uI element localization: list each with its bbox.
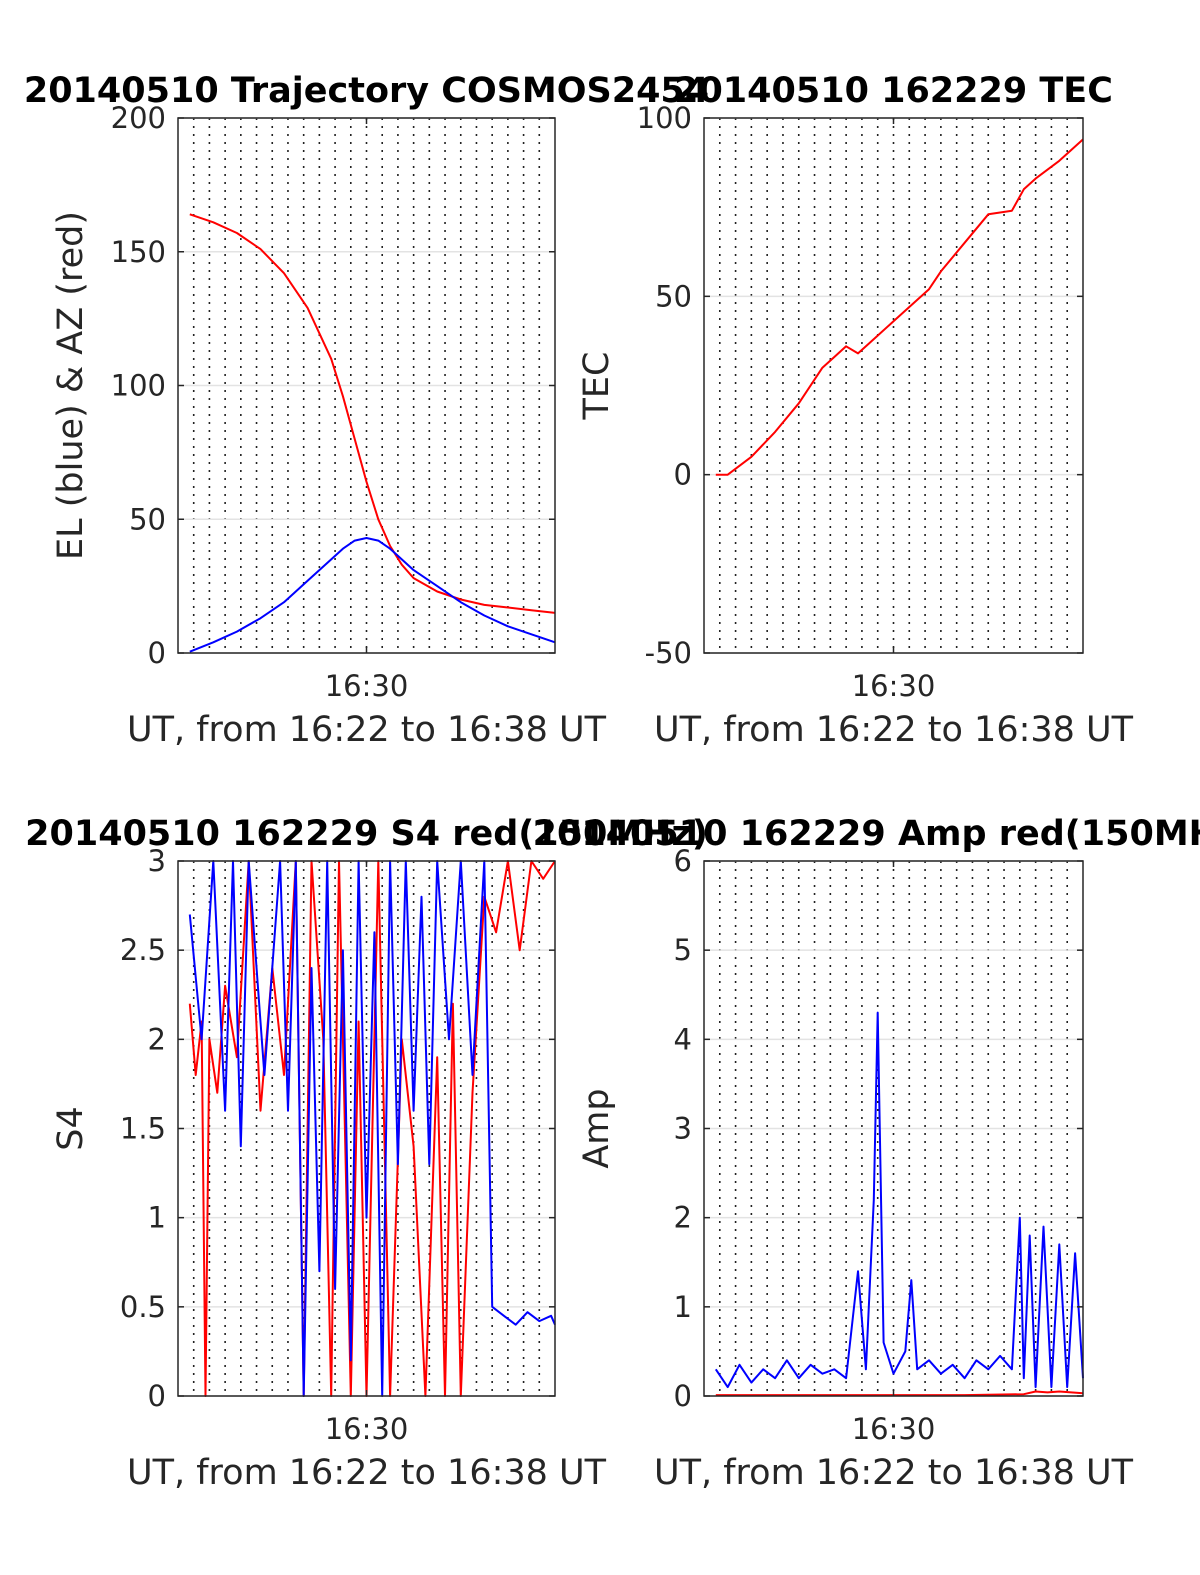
y-tick-label: 0 xyxy=(148,636,166,670)
y-tick-label: 150 xyxy=(111,235,166,269)
y-axis-label: TEC xyxy=(577,352,617,421)
y-tick-label: 100 xyxy=(637,101,692,135)
y-tick-label: 6 xyxy=(674,844,692,878)
y-tick-label: 3 xyxy=(674,1112,692,1146)
y-tick-label: 1.5 xyxy=(120,1112,166,1146)
y-tick-label: 2 xyxy=(674,1201,692,1235)
y-tick-label: 1 xyxy=(148,1201,166,1235)
series-0-1-line xyxy=(189,537,556,653)
chart-tec: -50 0 50 100 16:30 20140510 162229 TEC UT, fro… xyxy=(577,71,1134,750)
series-3-0-line xyxy=(715,1390,1084,1397)
vertical-grid xyxy=(192,118,541,653)
series-3-1-line xyxy=(714,1011,1084,1389)
series-1-0-line xyxy=(715,138,1084,476)
y-tick-label: 100 xyxy=(111,369,166,403)
y-tick-label: 5 xyxy=(674,933,692,967)
x-axis-label: UT, from 16:22 to 16:38 UT xyxy=(654,710,1134,750)
vertical-grid xyxy=(718,118,1069,653)
y-tick-label: 2.5 xyxy=(120,933,166,967)
y-tick-label: 50 xyxy=(129,502,166,536)
y-tick-label: 50 xyxy=(655,279,692,313)
y-tick-label: 2 xyxy=(148,1022,166,1056)
x-tick-label: 16:30 xyxy=(852,669,936,703)
chart-title: 20140510 Trajectory COSMOS2454 xyxy=(24,71,709,111)
series-0-0-line xyxy=(189,213,556,614)
x-axis-label: UT, from 16:22 to 16:38 UT xyxy=(127,710,607,750)
series-2-0-line xyxy=(188,860,556,1397)
y-axis-label: S4 xyxy=(51,1106,91,1151)
x-axis-label: UT, from 16:22 to 16:38 UT xyxy=(127,1453,607,1493)
y-tick-label: 0 xyxy=(148,1379,166,1413)
y-tick-label: 0.5 xyxy=(120,1290,166,1324)
x-tick-label: 16:30 xyxy=(852,1412,936,1446)
chart-s4: 0 0.5 1 1.5 2 2.5 3 16:30 20140510 162229 S4 red… xyxy=(25,814,708,1493)
x-tick-label: 16:30 xyxy=(325,1412,409,1446)
chart-amp: 0 1 2 3 4 5 6 16:30 20140510 162229 Amp red(150M… xyxy=(533,814,1200,1493)
chart-title: 20140510 162229 S4 red(150MHz) xyxy=(25,814,708,854)
y-tick-label: 200 xyxy=(111,101,166,135)
chart-title: 20140510 162229 Amp red(150MHz) xyxy=(533,814,1200,854)
y-axis-label: EL (blue) & AZ (red) xyxy=(51,211,91,560)
chart-traj: 0 50 100 150 200 16:30 20140510 Trajectory COS… xyxy=(24,71,709,750)
y-tick-label: 1 xyxy=(674,1290,692,1324)
x-tick-label: 16:30 xyxy=(325,669,409,703)
y-axis-label: Amp xyxy=(577,1088,617,1168)
y-tick-label: 3 xyxy=(148,844,166,878)
x-axis-label: UT, from 16:22 to 16:38 UT xyxy=(654,1453,1134,1493)
y-tick-label: 0 xyxy=(674,1379,692,1413)
y-tick-label: 0 xyxy=(674,458,692,492)
y-tick-label: 4 xyxy=(674,1022,692,1056)
chart-title: 20140510 162229 TEC xyxy=(674,71,1113,111)
series-2-1-line xyxy=(188,860,556,1397)
y-tick-label: -50 xyxy=(645,636,692,670)
